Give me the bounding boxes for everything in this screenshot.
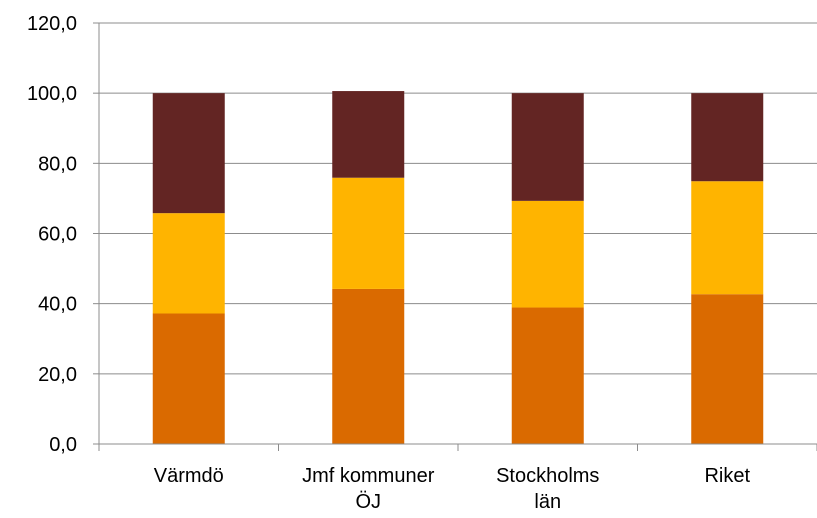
- axes: [93, 22, 817, 451]
- bar-segment: [332, 177, 405, 289]
- bar-segment: [511, 307, 584, 444]
- y-tick-label: 120,0: [27, 13, 77, 35]
- y-tick-label: 60,0: [38, 224, 77, 246]
- y-tick-labels: 0,0 20,0 40,0 60,0 80,0 100,0 120,0: [27, 13, 77, 456]
- x-category-label: Jmf kommuner: [302, 465, 435, 487]
- bar-segment: [332, 91, 405, 178]
- bar-segment: [152, 213, 225, 314]
- x-category-label: Värmdö: [154, 465, 224, 487]
- x-category-label: ÖJ: [355, 491, 381, 513]
- x-category-label: Stockholms: [496, 465, 599, 487]
- y-tick-label: 40,0: [38, 294, 77, 316]
- bars: [152, 91, 764, 444]
- x-category-label: Riket: [704, 465, 750, 487]
- y-tick-label: 80,0: [38, 153, 77, 175]
- bar-segment: [511, 200, 584, 308]
- bar-segment: [691, 294, 764, 444]
- bar-segment: [152, 313, 225, 444]
- bar-segment: [152, 93, 225, 214]
- bar-segment: [332, 288, 405, 444]
- y-tick-label: 20,0: [38, 364, 77, 386]
- bar-segment: [691, 93, 764, 182]
- bar-segment: [511, 93, 584, 201]
- x-category-label: län: [534, 491, 561, 513]
- x-category-labels: Värmdö Jmf kommuner ÖJ Stockholms län Riket: [154, 465, 751, 513]
- y-tick-label: 0,0: [49, 434, 77, 456]
- bar-segment: [691, 181, 764, 295]
- y-tick-label: 100,0: [27, 83, 77, 105]
